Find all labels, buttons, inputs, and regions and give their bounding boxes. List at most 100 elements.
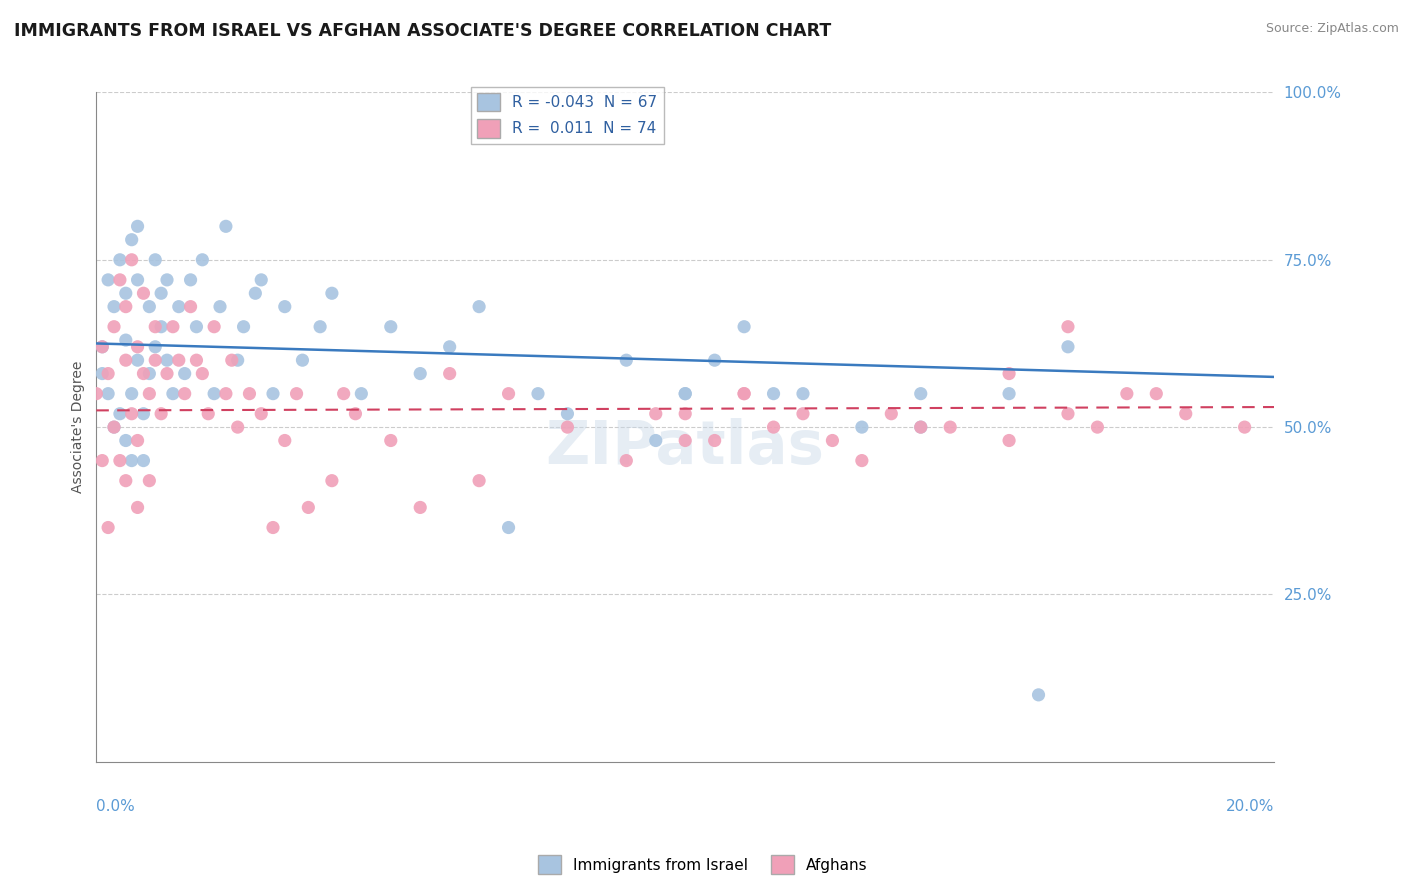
Point <box>232 319 254 334</box>
Point <box>792 407 814 421</box>
Point <box>127 219 149 234</box>
Point <box>350 386 373 401</box>
Point <box>226 353 249 368</box>
Point <box>108 273 131 287</box>
Point <box>733 386 755 401</box>
Point <box>733 386 755 401</box>
Point <box>138 386 160 401</box>
Point <box>939 420 962 434</box>
Point <box>108 407 131 421</box>
Legend: R = -0.043  N = 67, R =  0.011  N = 74: R = -0.043 N = 67, R = 0.011 N = 74 <box>471 87 664 144</box>
Point <box>250 273 273 287</box>
Point <box>274 300 297 314</box>
Point <box>910 420 932 434</box>
Point <box>132 407 155 421</box>
Point <box>127 434 149 448</box>
Point <box>1115 386 1137 401</box>
Point <box>321 474 343 488</box>
Point <box>1057 407 1080 421</box>
Point <box>644 407 666 421</box>
Point <box>208 300 231 314</box>
Point <box>103 420 125 434</box>
Point <box>150 407 173 421</box>
Point <box>226 420 249 434</box>
Point <box>614 453 637 467</box>
Point <box>202 319 225 334</box>
Point <box>132 286 155 301</box>
Point <box>291 353 314 368</box>
Point <box>245 286 267 301</box>
Point <box>191 252 214 267</box>
Point <box>97 386 120 401</box>
Text: ZIPatlas: ZIPatlas <box>546 417 825 476</box>
Point <box>180 300 202 314</box>
Point <box>114 474 136 488</box>
Point <box>114 286 136 301</box>
Point <box>156 367 179 381</box>
Point <box>108 453 131 467</box>
Point <box>1144 386 1167 401</box>
Point <box>132 453 155 467</box>
Point <box>150 319 173 334</box>
Point <box>86 386 108 401</box>
Point <box>127 500 149 515</box>
Point <box>1087 420 1109 434</box>
Point <box>1174 407 1197 421</box>
Point <box>527 386 550 401</box>
Point <box>103 420 125 434</box>
Point <box>114 300 136 314</box>
Point <box>138 300 160 314</box>
Point <box>821 434 844 448</box>
Point <box>998 434 1021 448</box>
Point <box>138 474 160 488</box>
Point <box>498 520 520 534</box>
Legend: Immigrants from Israel, Afghans: Immigrants from Israel, Afghans <box>531 849 875 880</box>
Point <box>156 273 179 287</box>
Point <box>762 420 785 434</box>
Point <box>468 300 491 314</box>
Point <box>1057 340 1080 354</box>
Point <box>439 367 461 381</box>
Point <box>91 340 114 354</box>
Point <box>332 386 354 401</box>
Point <box>439 340 461 354</box>
Point <box>1028 688 1050 702</box>
Point <box>792 386 814 401</box>
Point <box>121 252 143 267</box>
Point <box>132 367 155 381</box>
Point <box>380 319 402 334</box>
Point <box>644 434 666 448</box>
Point <box>121 233 143 247</box>
Point <box>150 286 173 301</box>
Point <box>762 386 785 401</box>
Text: 20.0%: 20.0% <box>1226 798 1274 814</box>
Point <box>673 386 696 401</box>
Point <box>143 340 166 354</box>
Point <box>114 353 136 368</box>
Point <box>262 520 284 534</box>
Point <box>143 353 166 368</box>
Point <box>998 367 1021 381</box>
Point <box>468 474 491 488</box>
Point <box>880 407 903 421</box>
Point <box>156 353 179 368</box>
Point <box>344 407 367 421</box>
Text: Source: ZipAtlas.com: Source: ZipAtlas.com <box>1265 22 1399 36</box>
Point <box>167 353 190 368</box>
Point <box>121 407 143 421</box>
Point <box>97 367 120 381</box>
Point <box>998 386 1021 401</box>
Point <box>162 386 184 401</box>
Point <box>733 319 755 334</box>
Point <box>498 386 520 401</box>
Point <box>321 286 343 301</box>
Point <box>673 434 696 448</box>
Point <box>143 319 166 334</box>
Point <box>173 367 195 381</box>
Point <box>138 367 160 381</box>
Point <box>121 453 143 467</box>
Point <box>309 319 332 334</box>
Point <box>97 273 120 287</box>
Point <box>221 353 243 368</box>
Point <box>202 386 225 401</box>
